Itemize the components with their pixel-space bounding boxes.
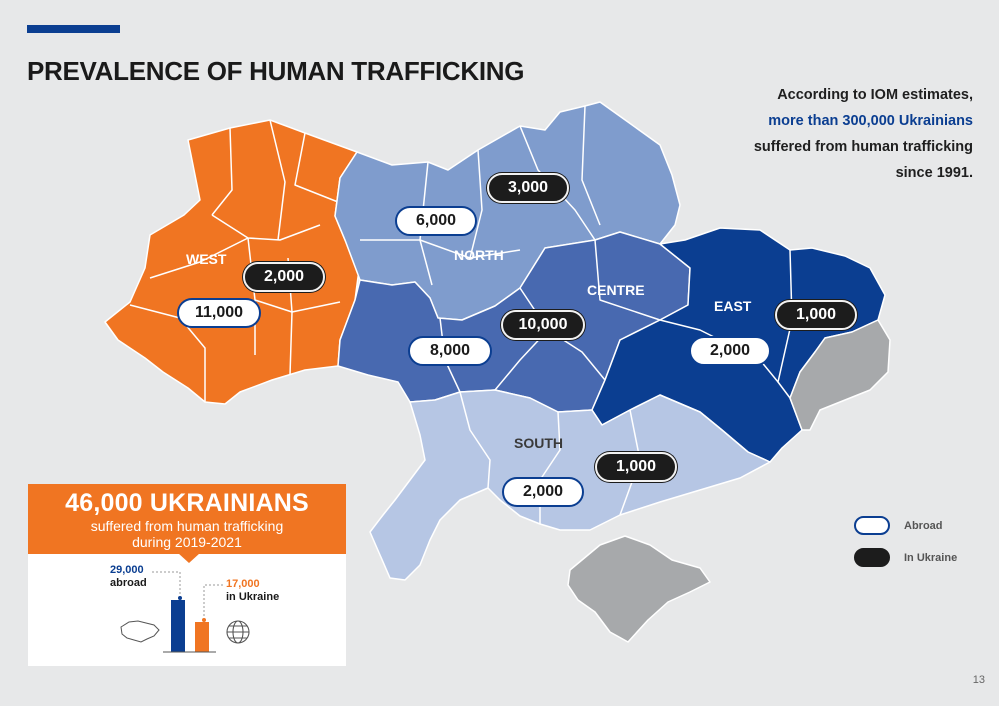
inset-sub-1: suffered from human trafficking [90, 518, 284, 534]
region-occupied-east [789, 319, 891, 431]
stat-abroad-value: 29,000 [110, 564, 144, 576]
inset-pointer [178, 553, 200, 563]
legend-swatch-in-ukraine [854, 548, 890, 567]
pill-centre-ukraine: 10,000 [501, 310, 585, 340]
pill-south-ukraine: 1,000 [595, 452, 677, 482]
legend-label-in-ukraine: In Ukraine [904, 551, 958, 564]
region-label-centre: CENTRE [587, 282, 645, 298]
pill-west-ukraine: 2,000 [243, 262, 325, 292]
pill-north-abroad-b: 8,000 [408, 336, 492, 366]
inset-chart [120, 571, 250, 653]
pill-north-ukraine-a: 3,000 [487, 173, 569, 203]
leader-abroad [152, 571, 181, 596]
inset-header: 46,000 UKRAINIANS suffered from human tr… [28, 484, 346, 554]
inset-headline: 46,000 UKRAINIANS [65, 489, 309, 517]
stat-abroad-label: abroad [110, 577, 147, 589]
pill-east-abroad: 2,000 [689, 336, 771, 366]
stat-ukraine: 17,000 in Ukraine [226, 578, 279, 604]
page-title: PREVALENCE OF HUMAN TRAFFICKING [27, 56, 525, 86]
region-label-south: SOUTH [514, 435, 563, 451]
intro-highlight: more than 300,000 Ukrainians [768, 113, 973, 129]
dot-ukraine [202, 618, 206, 622]
intro-text: According to IOM estimates, more than 30… [633, 82, 973, 186]
leader-ukraine [203, 584, 223, 618]
page-number: 13 [972, 674, 985, 686]
accent-bar [27, 25, 120, 33]
ukraine-map-icon [120, 620, 160, 643]
summary-inset: 46,000 UKRAINIANS suffered from human tr… [28, 484, 346, 666]
bar-abroad [171, 600, 185, 652]
region-crimea [567, 535, 711, 643]
legend-swatch-abroad [854, 516, 890, 535]
inset-sub-2: during 2019-2021 [132, 534, 242, 550]
region-west [104, 119, 361, 405]
legend-abroad: Abroad [854, 516, 943, 535]
bar-ukraine [195, 622, 209, 652]
region-label-west: WEST [186, 251, 227, 267]
pill-east-ukraine: 1,000 [775, 300, 857, 330]
region-label-north: NORTH [454, 247, 504, 263]
pill-south-abroad: 2,000 [502, 477, 584, 507]
intro-line-4: since 1991. [895, 165, 973, 181]
legend-label-abroad: Abroad [904, 519, 943, 532]
region-label-east: EAST [714, 298, 752, 314]
globe-icon [226, 620, 250, 644]
pill-west-abroad: 11,000 [177, 298, 261, 328]
stat-ukraine-label: in Ukraine [226, 591, 280, 603]
stat-ukraine-value: 17,000 [226, 578, 260, 590]
intro-line-1: According to IOM estimates, [777, 87, 973, 103]
stat-abroad: 29,000 abroad [110, 564, 147, 590]
intro-line-3: suffered from human trafficking [753, 139, 973, 155]
dot-abroad [178, 596, 182, 600]
legend-in-ukraine: In Ukraine [854, 548, 957, 567]
pill-north-abroad-a: 6,000 [395, 206, 477, 236]
